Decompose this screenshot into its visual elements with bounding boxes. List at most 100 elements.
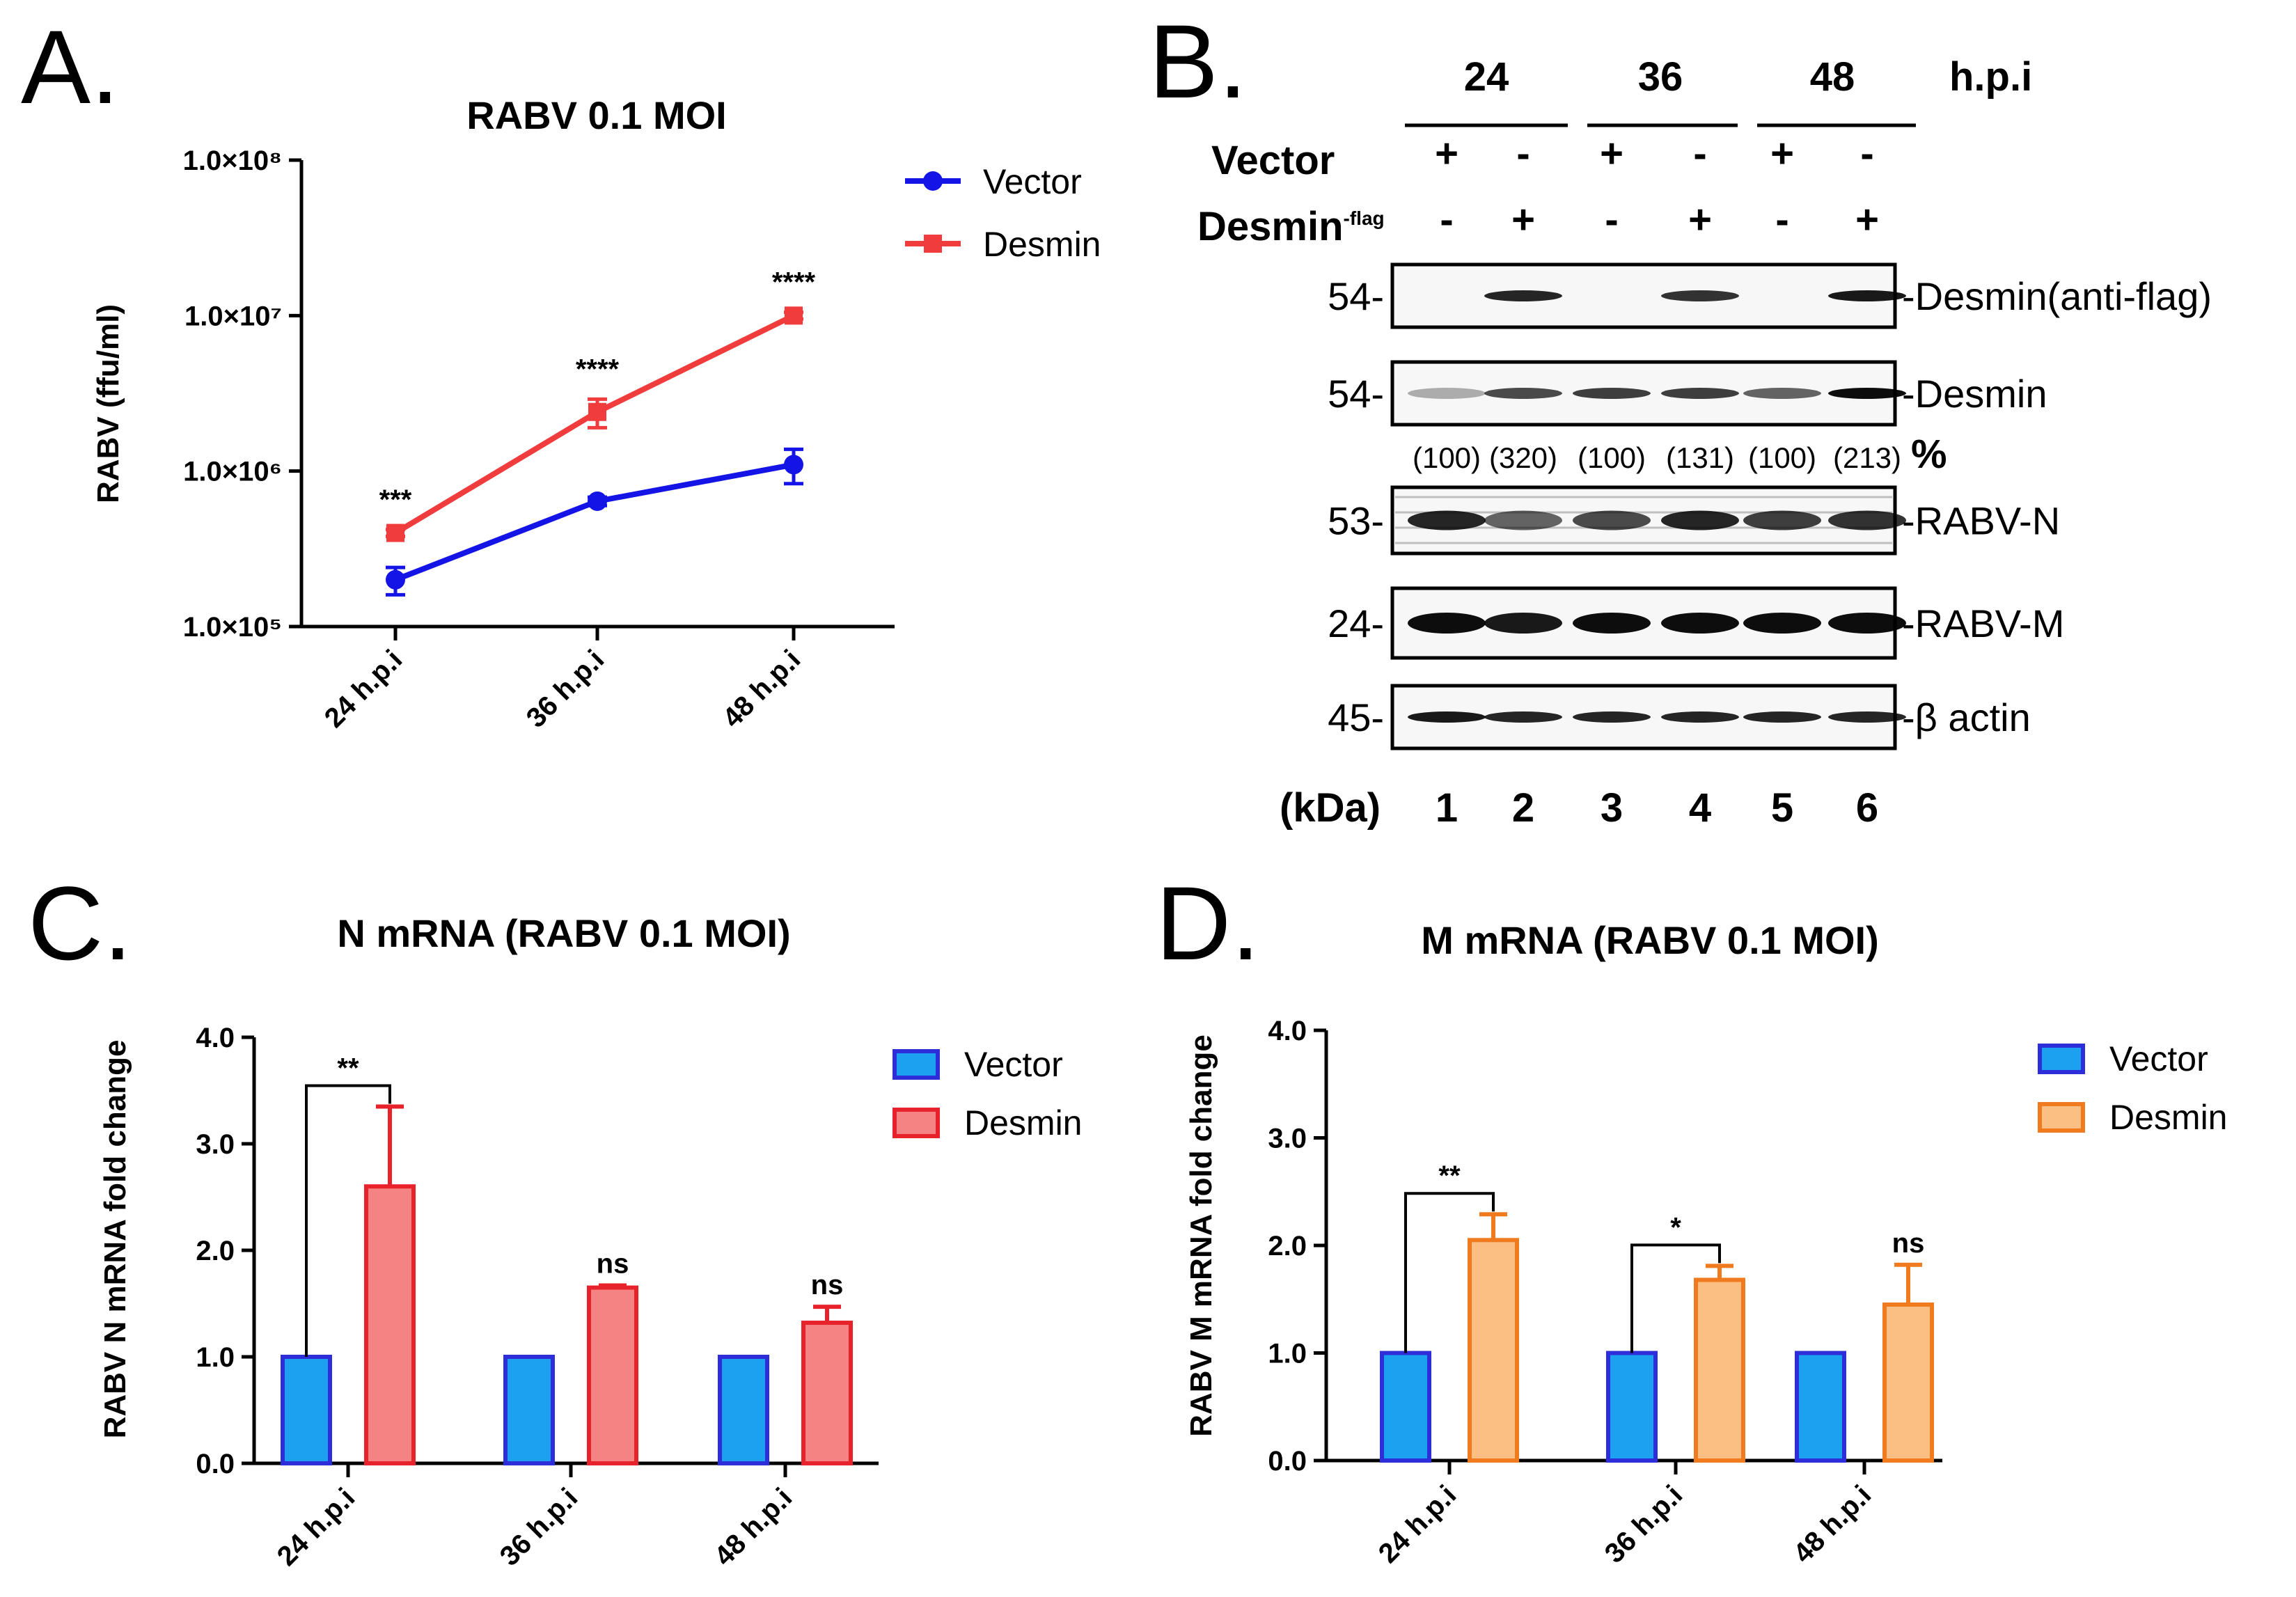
line-chart-a: RABV 0.1 MOI RABV (ffu/ml) 1.0×10⁵ 1.0×10…: [91, 93, 1101, 734]
blot-band: [1408, 388, 1486, 399]
blot-time-36: 36: [1638, 54, 1683, 100]
chart-d-legend-label: Vector: [2109, 1039, 2208, 1078]
chart-a-series-line-vector: [394, 462, 794, 583]
chart-c-title: N mRNA (RABV 0.1 MOI): [337, 911, 790, 955]
chart-a-ytick-label: 1.0×10⁷: [184, 301, 282, 331]
blot-mw-marker: 54-: [1328, 372, 1384, 416]
chart-a-significance: ****: [772, 267, 816, 298]
blot-mark: -: [1693, 131, 1706, 176]
blot-band: [1743, 613, 1821, 634]
blot-mw-marker: 54-: [1328, 274, 1384, 318]
blot-band: [1743, 711, 1821, 723]
chart-c-significance-bracket: [305, 1084, 391, 1357]
blot-band-name: -Desmin: [1902, 372, 2047, 416]
blot-band: [1828, 290, 1906, 301]
blot-band-name: -Desmin(anti-flag): [1902, 274, 2212, 318]
chart-a-ytick-label: 1.0×10⁶: [183, 457, 282, 487]
blot-mw-marker: 24-: [1328, 601, 1384, 645]
blot-lane-number: 1: [1436, 785, 1458, 831]
chart-c-ylabel: RABV N mRNA fold change: [98, 1040, 132, 1439]
blot-band: [1828, 388, 1906, 399]
chart-c-ytick-label: 1.0: [196, 1342, 235, 1373]
blot-band: [1408, 613, 1486, 634]
blot-band: [1573, 711, 1651, 723]
blot-mark: +: [1770, 131, 1794, 176]
chart-c-ytick-label: 0.0: [196, 1449, 235, 1479]
chart-d-bar-desmin: [1694, 1277, 1745, 1463]
chart-c-bar-vector: [281, 1355, 332, 1465]
blot-band: [1661, 613, 1739, 634]
blot-band-name: -RABV-M: [1902, 601, 2064, 645]
panel-letter-a: A.: [21, 8, 120, 125]
panel-letter-b: B.: [1149, 3, 1248, 120]
chart-d-ytick-label: 0.0: [1268, 1446, 1307, 1477]
blot-quant: (320): [1489, 441, 1557, 474]
chart-d-significance: ns: [1892, 1228, 1925, 1259]
blot-row-vector-label: Vector: [1211, 138, 1335, 183]
chart-a-xtick-label: 24 h.p.i: [319, 644, 409, 734]
blot-row-desmin-label: Desmin-flag: [1197, 204, 1385, 249]
chart-d-xtick-label: 36 h.p.i: [1599, 1479, 1689, 1569]
chart-a-legend-marker: [923, 171, 943, 191]
chart-a-point-desmin: [785, 306, 803, 325]
chart-d-xtick-label: 24 h.p.i: [1373, 1479, 1463, 1569]
chart-c-legend-label: Desmin: [964, 1103, 1082, 1142]
chart-d-ytick-label: 4.0: [1268, 1016, 1307, 1046]
blot-quant: (100): [1748, 441, 1816, 474]
chart-a-xtick-label: 36 h.p.i: [521, 644, 611, 734]
chart-c-xtick-label: 36 h.p.i: [494, 1482, 584, 1572]
blot-lane-number: 6: [1856, 785, 1878, 831]
chart-a-legend-label: Desmin: [983, 225, 1101, 264]
blot-band: [1484, 711, 1562, 723]
chart-a-xtick-label: 48 h.p.i: [717, 644, 807, 734]
chart-c-bar-desmin: [587, 1285, 638, 1466]
blot-mw-marker: 45-: [1328, 695, 1384, 739]
blot-band: [1484, 613, 1562, 634]
chart-d-legend-label: Desmin: [2109, 1098, 2227, 1137]
chart-d-xtick-label: 48 h.p.i: [1788, 1479, 1878, 1569]
blot-time-48: 48: [1810, 54, 1855, 100]
chart-c-xtick-label: 48 h.p.i: [709, 1482, 799, 1572]
chart-c-legend-swatch-desmin: [893, 1108, 940, 1138]
chart-c-bar-vector: [503, 1355, 555, 1465]
blot-band-name: -β actin: [1902, 695, 2031, 739]
blot-band: [1828, 711, 1906, 723]
blot-mark: +: [1511, 197, 1535, 242]
chart-d-ytick-label: 2.0: [1268, 1231, 1307, 1261]
blot-time-24: 24: [1464, 54, 1509, 100]
blot-mark: +: [1435, 131, 1458, 176]
chart-a-legend-label: Vector: [983, 162, 1082, 201]
blot-band: [1484, 510, 1562, 530]
blot-band: [1661, 711, 1739, 723]
blot-mark: +: [1600, 131, 1623, 176]
chart-c-xtick-label: 24 h.p.i: [272, 1482, 361, 1572]
blot-band: [1573, 613, 1651, 634]
blot-band-name: -RABV-N: [1902, 499, 2060, 543]
chart-d-bar-vector: [1606, 1351, 1658, 1463]
chart-a-significance: ****: [576, 354, 620, 384]
chart-d-title: M mRNA (RABV 0.1 MOI): [1421, 918, 1879, 962]
blot-membrane: [1390, 262, 1897, 329]
blot-mark: -: [1860, 131, 1873, 176]
chart-c-bar-desmin: [801, 1321, 853, 1466]
blot-quant-unit: %: [1911, 432, 1947, 477]
chart-a-point-desmin: [386, 524, 404, 542]
chart-d-bar-vector: [1380, 1351, 1431, 1463]
chart-a-point-vector: [386, 569, 405, 590]
blot-band: [1661, 510, 1739, 530]
chart-c-significance: ns: [597, 1248, 629, 1279]
blot-kda-label: (kDa): [1280, 785, 1381, 831]
blot-band: [1484, 290, 1562, 301]
chart-c-significance: **: [337, 1053, 359, 1083]
chart-d-significance-bracket: [1630, 1243, 1721, 1353]
blot-mw-marker: 53-: [1328, 499, 1384, 543]
blot-mark: +: [1855, 197, 1879, 242]
blot-lane-number: 2: [1512, 785, 1534, 831]
blot-band: [1408, 711, 1486, 723]
blot-quant: (131): [1666, 441, 1734, 474]
panel-letter-c: C.: [28, 865, 132, 982]
chart-d-ylabel: RABV M mRNA fold change: [1184, 1034, 1218, 1437]
blot-band: [1743, 388, 1821, 399]
chart-d-legend-swatch-desmin: [2038, 1102, 2085, 1133]
chart-d-ytick-label: 1.0: [1268, 1339, 1307, 1369]
